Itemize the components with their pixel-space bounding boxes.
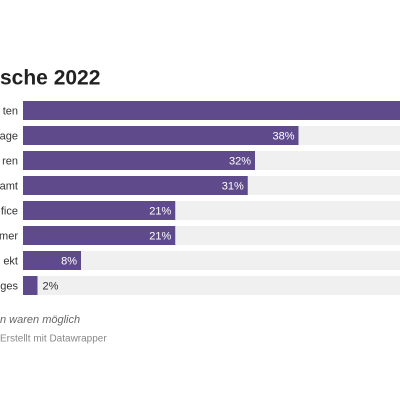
value-label: 21% (149, 205, 171, 217)
category-label: mer (0, 230, 18, 242)
category-label: ren (2, 155, 18, 167)
value-label: 38% (272, 130, 294, 142)
bar (23, 201, 176, 220)
bar-background (23, 276, 400, 295)
bar-background (23, 251, 400, 270)
category-label: ten (3, 105, 18, 117)
category-label: fice (1, 205, 18, 217)
value-label: 8% (61, 255, 77, 267)
category-label: amt (0, 180, 18, 192)
bar (23, 126, 299, 145)
category-label: ekt (3, 255, 18, 267)
bar (23, 151, 255, 170)
bar (23, 226, 176, 245)
bar (23, 276, 38, 295)
note: n waren möglich (0, 314, 80, 326)
category-label: ges (0, 280, 18, 292)
bar (23, 101, 400, 120)
value-label: 32% (229, 155, 251, 167)
bar (23, 176, 248, 195)
chart-title: sche 2022 (0, 67, 100, 90)
bar (23, 251, 81, 270)
category-label: age (0, 130, 18, 142)
value-label: 31% (222, 180, 244, 192)
credit: Erstellt mit Datawrapper (0, 334, 107, 345)
value-label: 21% (149, 230, 171, 242)
value-label: 2% (43, 280, 59, 292)
